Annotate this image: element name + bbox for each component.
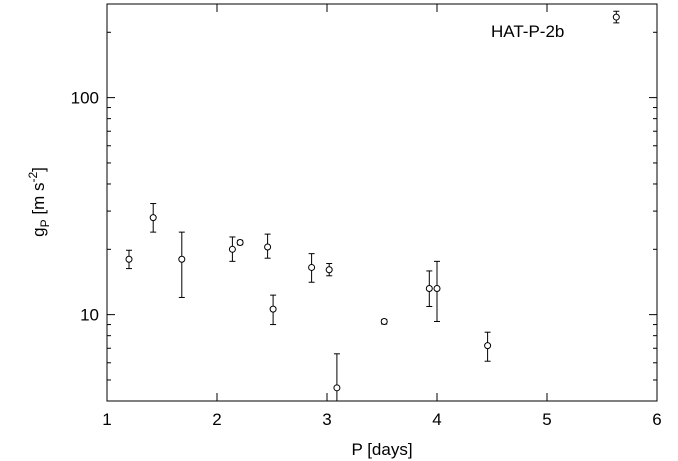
point-marker	[125, 255, 133, 263]
x-tick-label: 2	[212, 410, 221, 429]
tick-labels: 1 2 3 4 5 6 10 100	[71, 89, 662, 429]
data-point	[149, 203, 157, 233]
x-tick-label: 6	[652, 410, 661, 429]
data-points	[125, 10, 620, 402]
x-tick-label: 5	[542, 410, 551, 429]
data-point	[484, 331, 492, 362]
x-tick-label: 4	[432, 410, 441, 429]
point-marker	[333, 384, 341, 392]
data-point	[612, 10, 620, 24]
plot-frame	[106, 3, 658, 402]
data-point	[425, 270, 433, 308]
point-marker	[380, 317, 388, 325]
data-point	[269, 294, 277, 326]
point-marker	[228, 245, 236, 253]
point-marker	[149, 214, 157, 222]
axis-ticks	[106, 4, 658, 402]
data-point	[380, 317, 388, 325]
y-axis-label-main: g	[29, 227, 48, 236]
y-tick-label: 10	[80, 306, 99, 325]
point-marker	[612, 13, 620, 21]
x-tick-label: 3	[322, 410, 331, 429]
y-axis-label-units-close: ]	[29, 167, 48, 172]
x-tick-label: 1	[102, 410, 111, 429]
point-marker	[236, 238, 244, 246]
data-point	[264, 233, 272, 259]
point-marker	[264, 243, 272, 251]
data-point	[325, 263, 333, 277]
point-marker	[269, 305, 277, 313]
x-axis-label: P [days]	[351, 440, 412, 459]
data-point	[178, 231, 186, 298]
point-marker	[325, 266, 333, 274]
y-axis-label-sub: P	[38, 219, 52, 227]
data-point	[433, 260, 441, 322]
y-axis-label: gP [m s-2]	[26, 167, 52, 237]
y-tick-label: 100	[71, 89, 99, 108]
point-marker	[425, 284, 433, 292]
annotation-label: HAT-P-2b	[491, 22, 564, 41]
point-marker	[308, 263, 316, 271]
data-point	[236, 238, 244, 246]
point-marker	[433, 284, 441, 292]
y-axis-label-units: [m s	[29, 183, 48, 220]
data-point	[125, 249, 133, 270]
point-marker	[484, 342, 492, 350]
data-point	[308, 253, 316, 283]
point-marker	[178, 255, 186, 263]
data-point	[228, 236, 236, 262]
y-axis-label-units-sup: -2	[26, 172, 40, 183]
data-point	[333, 353, 341, 402]
